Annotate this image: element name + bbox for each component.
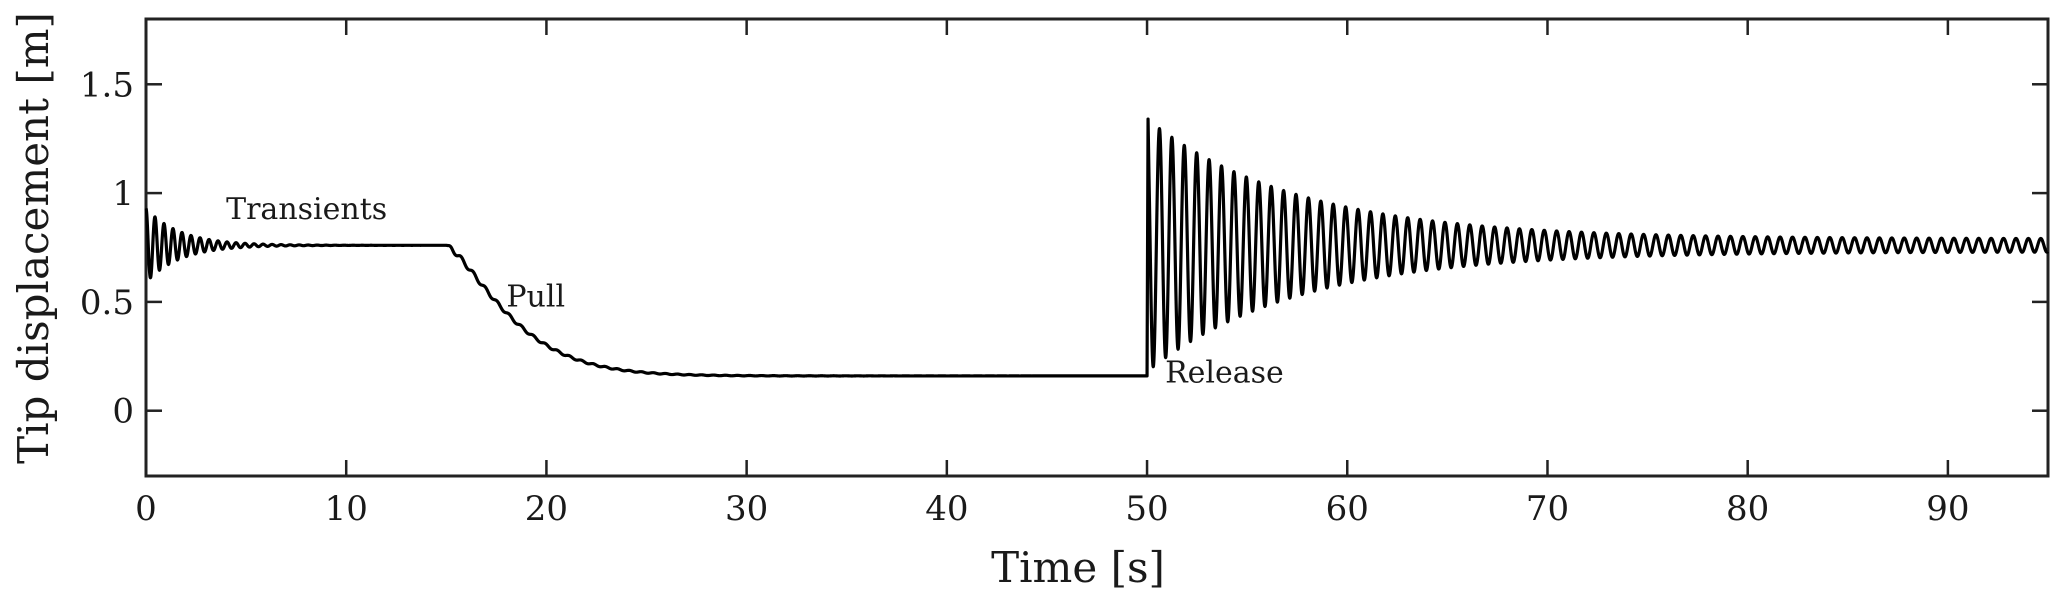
x-tick-label: 90	[1926, 489, 1969, 529]
y-tick-label: 0.5	[80, 283, 134, 323]
series-line	[144, 117, 2050, 378]
x-tick-label: 80	[1726, 489, 1769, 529]
x-tick-label: 40	[925, 489, 968, 529]
y-tick-label: 0	[112, 392, 134, 432]
x-tick-label: 20	[525, 489, 568, 529]
ticks	[144, 19, 2048, 476]
tick-labels: 0 10 20 30 40 50 60 70 80 90 0 0.5 1 1.5	[80, 65, 1970, 529]
x-tick-label: 30	[725, 489, 768, 529]
y-tick-label: 1.5	[80, 65, 134, 105]
x-tick-label: 50	[1125, 489, 1168, 529]
x-tick-label: 70	[1526, 489, 1569, 529]
annotation-label: Release	[1165, 355, 1284, 390]
annotations: Transients Pull Release	[226, 192, 1284, 390]
plot-area	[144, 17, 2050, 478]
annotation-label: Pull	[506, 279, 565, 314]
x-tick-label: 0	[135, 489, 157, 529]
x-tick-label: 10	[325, 489, 368, 529]
x-axis-label: Time [s]	[991, 543, 1165, 592]
annotation-label: Transients	[226, 192, 387, 227]
x-tick-label: 60	[1326, 489, 1369, 529]
y-axis-label: Tip displacement [m]	[9, 12, 58, 464]
axes-frame	[144, 17, 2050, 478]
y-tick-label: 1	[112, 174, 134, 214]
